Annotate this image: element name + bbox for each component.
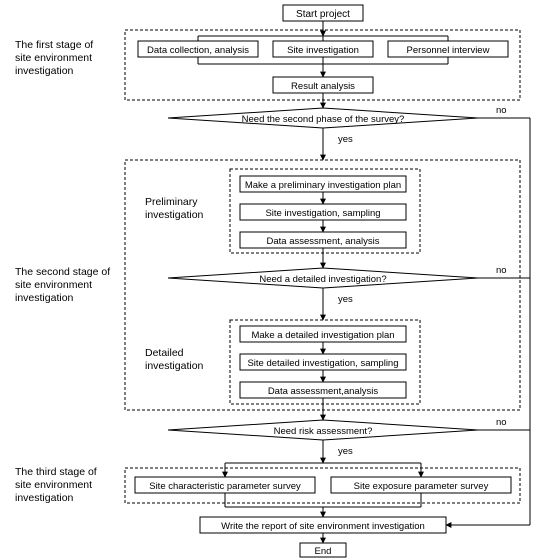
flowchart: The first stage of site environment inve… xyxy=(0,0,544,560)
start-text: Start project xyxy=(296,9,350,20)
end-text: End xyxy=(315,546,332,557)
decision1-text: Need the second phase of the survey? xyxy=(242,114,405,125)
det-label1: Detailed xyxy=(145,347,184,359)
site-exp-text: Site exposure parameter survey xyxy=(354,481,489,492)
stage3-label-line2: site environment xyxy=(15,479,92,491)
site-investigation-text: Site investigation xyxy=(287,45,359,56)
d1-yes: yes xyxy=(338,134,353,145)
result-text: Result analysis xyxy=(291,81,355,92)
stage3-label-line3: investigation xyxy=(15,492,74,504)
site-char-text: Site characteristic parameter survey xyxy=(149,481,301,492)
d2-no: no xyxy=(496,265,507,276)
data-assess2-text: Data assessment,analysis xyxy=(268,386,379,397)
prelim-label2: investigation xyxy=(145,209,204,221)
d3-yes: yes xyxy=(338,446,353,457)
stage2-label-line2: site environment xyxy=(15,279,92,291)
stage2-label-line1: The second stage of xyxy=(15,266,110,278)
d1-no: no xyxy=(496,105,507,116)
decision2-text: Need a detailed investigation? xyxy=(259,274,386,285)
d2-yes: yes xyxy=(338,294,353,305)
d3-no: no xyxy=(496,417,507,428)
data-collection-text: Data collection, analysis xyxy=(147,45,249,56)
make-prelim-text: Make a preliminary investigation plan xyxy=(245,180,401,191)
make-det-text: Make a detailed investigation plan xyxy=(251,330,394,341)
prelim-label1: Preliminary xyxy=(145,196,198,208)
site-inv-samp-text: Site investigation, sampling xyxy=(265,208,380,219)
personnel-interview-text: Personnel interview xyxy=(407,45,490,56)
site-det-inv-text: Site detailed investigation, sampling xyxy=(247,358,398,369)
stage1-label-line2: site environment xyxy=(15,52,92,64)
report-text: Write the report of site environment inv… xyxy=(221,521,425,532)
stage1-label-line3: investigation xyxy=(15,65,74,77)
stage1-label-line1: The first stage of xyxy=(15,39,93,51)
decision3-text: Need risk assessment? xyxy=(274,426,373,437)
stage2-label-line3: investigation xyxy=(15,292,74,304)
data-assess1-text: Data assessment, analysis xyxy=(267,236,380,247)
det-label2: investigation xyxy=(145,360,204,372)
stage3-label-line1: The third stage of xyxy=(15,466,97,478)
